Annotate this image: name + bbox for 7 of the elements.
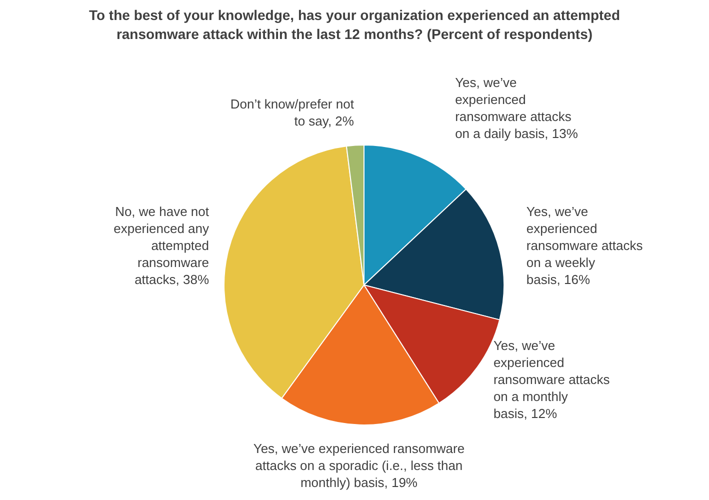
slice-label: Yes, we’ve experienced ransomware attacks on a daily basis, 13% — [455, 75, 578, 142]
slice-label: Yes, we’ve experienced ransomware attacks on a weekly basis, 16% — [526, 204, 644, 288]
slice-label: No, we have not experienced any attempted ransomware attacks, 38% — [114, 204, 210, 288]
slice-label: Yes, we’ve experienced ransomware attacks on a monthly basis, 12% — [493, 338, 610, 422]
chart-title: To the best of your knowledge, has your organization experienced an attempted ransomware attack within the last 12 months? (Percent of respondents) — [88, 7, 620, 42]
slice-label: Yes, we’ve experienced ransomware attacks on a sporadic (i.e., less than monthly) basis, 19% — [253, 440, 465, 490]
slice-label: Don’t know/prefer not to say, 2% — [230, 96, 354, 128]
